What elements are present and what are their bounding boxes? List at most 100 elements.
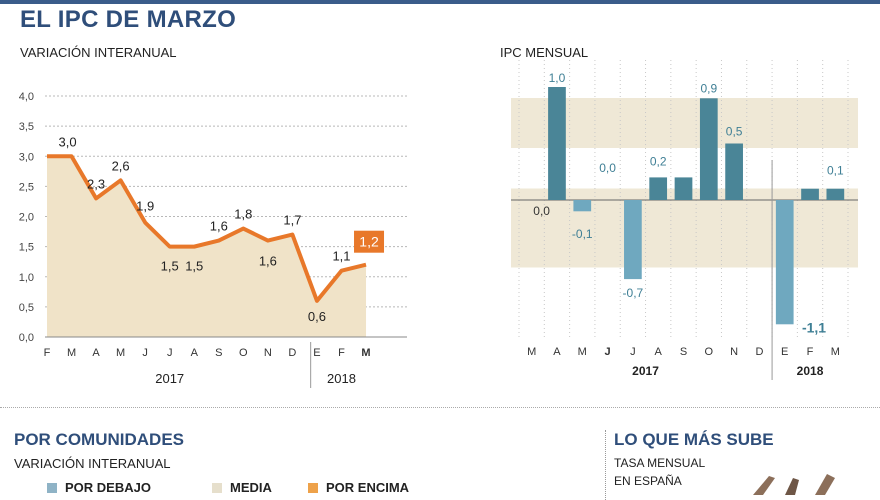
data-label: 0,5 (726, 125, 743, 139)
data-label: 1,6 (259, 254, 277, 269)
y-tick-label: 1,0 (19, 272, 34, 284)
year-label: 2018 (797, 364, 824, 378)
x-tick-label: D (288, 347, 296, 359)
x-tick-label: M (67, 347, 76, 359)
x-tick-label: D (755, 346, 763, 358)
bar (725, 143, 743, 200)
data-label: 3,0 (59, 134, 77, 149)
last-value-badge (354, 230, 385, 253)
x-tick-label: S (215, 347, 222, 359)
bar (624, 200, 642, 280)
x-tick-label: E (313, 347, 320, 359)
area-fill (47, 156, 367, 337)
x-tick-label: E (781, 346, 788, 358)
bar (801, 188, 819, 200)
charts-canvas: 0,0 0,5 1,0 1,5 2,0 2,5 3,0 3,5 4,0 3,0 2,3 2,6 1,9 1… (19, 60, 858, 388)
comunidades-subtitle: VARIACIÓN INTERANUAL (14, 456, 171, 471)
legend-swatch-below (47, 482, 57, 493)
data-label: 1,5 (185, 259, 203, 274)
top-accent-bar (0, 0, 880, 4)
data-label: 0,2 (650, 154, 667, 168)
left-chart-title: VARIACIÓN INTERANUAL (20, 45, 177, 60)
sube-title: LO QUE MÁS SUBE (614, 430, 774, 449)
x-tick-label: J (167, 347, 173, 359)
bar (674, 177, 693, 200)
data-label: 1,2 (359, 234, 379, 250)
x-tick-label: F (338, 347, 345, 359)
band-fill-bottom (511, 205, 858, 255)
y-tick-label: 3,5 (19, 121, 34, 133)
x-tick-label: A (655, 346, 663, 358)
x-tick-label: F (44, 347, 51, 359)
data-label: -0,1 (572, 227, 593, 241)
data-label: -0,7 (623, 286, 644, 300)
section-vertical-divider (605, 430, 606, 500)
bar (649, 177, 668, 200)
product-illustration (753, 474, 835, 495)
x-tick-label: O (705, 346, 714, 358)
y-tick-label: 2,0 (19, 212, 34, 224)
y-tick-label: 4,0 (19, 91, 34, 103)
data-label: 0,9 (700, 81, 717, 95)
bar (548, 87, 566, 200)
legend-media: MEDIA (212, 480, 272, 495)
data-label: -1,1 (802, 319, 826, 335)
y-tick-label: 2,5 (19, 181, 34, 193)
bar (573, 200, 592, 212)
data-label: 0,0 (533, 204, 550, 218)
legend-label-above: POR ENCIMA (326, 480, 410, 495)
year-label: 2017 (632, 364, 659, 378)
legend-below: POR DEBAJO (47, 480, 151, 495)
legend-label-media: MEDIA (230, 480, 272, 495)
data-label: 1,6 (210, 219, 228, 234)
data-label: 0,1 (827, 164, 844, 178)
bar (699, 98, 718, 200)
data-label: 1,5 (161, 259, 179, 274)
series-line (47, 154, 367, 303)
right-chart-title: IPC MENSUAL (500, 45, 589, 60)
legend-above: POR ENCIMA (308, 480, 409, 495)
x-tick-label: A (553, 346, 561, 358)
legend-swatch-media (212, 482, 222, 493)
y-tick-label: 1,5 (19, 242, 34, 254)
sube-subtitle-line2: EN ESPAÑA (614, 474, 682, 488)
x-tick-label: S (680, 346, 687, 358)
bar (826, 188, 845, 200)
x-tick-label: O (239, 347, 248, 359)
data-label: 0,6 (308, 309, 326, 324)
x-tick-label: J (630, 346, 636, 358)
x-tick-label: M (361, 347, 370, 359)
data-label: 1,8 (234, 207, 252, 222)
y-tick-label: 0,5 (19, 302, 34, 314)
legend-swatch-above (308, 482, 318, 493)
x-tick-label: J (605, 346, 611, 358)
x-tick-label: F (807, 346, 814, 358)
data-label: 1,7 (283, 213, 301, 228)
x-tick-label: A (92, 347, 100, 359)
year-label: 2018 (327, 371, 356, 386)
data-label: 0,0 (599, 161, 616, 175)
x-tick-label: M (578, 346, 587, 358)
data-label: 2,6 (112, 158, 130, 173)
data-label: 2,3 (87, 176, 105, 191)
data-label: 1,1 (332, 249, 350, 264)
y-tick-label: 3,0 (19, 151, 34, 163)
x-tick-label: A (191, 347, 199, 359)
comunidades-title: POR COMUNIDADES (14, 430, 185, 449)
x-tick-label: J (142, 347, 148, 359)
x-tick-label: N (264, 347, 272, 359)
data-label: 1,9 (136, 199, 154, 214)
x-tick-label: M (527, 346, 536, 358)
bar (775, 200, 794, 325)
data-label: 1,0 (549, 71, 566, 85)
x-tick-label: M (831, 346, 840, 358)
band-fill-top (511, 98, 858, 148)
x-tick-label: M (116, 347, 125, 359)
legend-label-below: POR DEBAJO (65, 480, 151, 495)
section-divider (0, 407, 880, 408)
sube-subtitle-line1: TASA MENSUAL (614, 456, 706, 470)
x-tick-label: N (730, 346, 738, 358)
page-title: EL IPC DE MARZO (20, 6, 237, 33)
year-label: 2017 (155, 371, 184, 386)
y-tick-label: 0,0 (19, 332, 34, 344)
